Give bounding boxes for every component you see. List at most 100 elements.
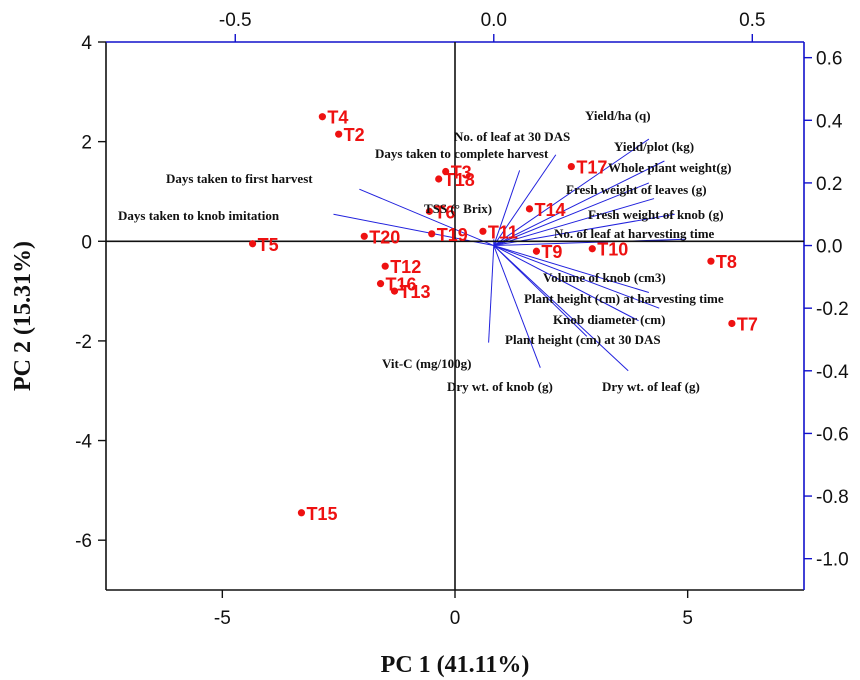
right-tick-label: -0.4 [816,362,849,383]
left-tick-label: -6 [75,531,92,552]
score-point [707,257,715,265]
score-point [728,319,736,328]
loading-vector [493,160,665,246]
loading-vector [493,245,650,293]
loading-vector [493,238,686,247]
loading-labels: Yield/ha (q) No. of leaf at 30 DAS Days ta… [118,108,732,394]
left-tick-label: 0 [81,232,92,253]
loading-label: Whole plant weight(g) [608,160,732,175]
loading-vectors [333,138,686,372]
x-axis-title: PC 1 (41.11%) [381,652,530,678]
score-point-label: T5 [258,235,279,255]
score-point [479,227,487,235]
score-point-label: T17 [576,158,607,178]
loading-label: Fresh weight of leaves (g) [566,182,707,197]
loading-label: Days taken to knob imitation [118,208,280,223]
loading-label: Knob diameter (cm) [553,312,665,327]
loading-label: Volume of knob (cm3) [543,270,666,285]
top-tick-label: -0.5 [219,10,252,31]
loading-label: No. of leaf at harvesting time [554,226,715,241]
score-point-label: T18 [444,170,475,190]
right-tick-label: -0.6 [816,424,849,445]
score-point [588,245,596,253]
loading-vector [493,245,541,368]
top-tick-label: 0.0 [481,10,507,31]
loading-vector [493,245,660,309]
loading-vector [493,198,655,247]
loading-label: TSS (° Brix) [424,201,492,216]
loading-vector [493,170,521,246]
score-point [318,113,326,121]
score-point-label: T12 [390,257,421,277]
score-point [428,230,436,238]
loading-vector [493,213,675,247]
score-point [435,175,443,183]
y-axis-title: PC 2 (15.31%) [10,241,36,391]
top-tick-label: 0.5 [739,10,765,31]
score-point-label: T8 [716,252,737,272]
score-point-label: T2 [344,125,365,145]
loading-label: Plant height (cm) at harvesting time [524,291,724,306]
right-tick-label: -0.2 [816,299,849,320]
right-tick-label: -0.8 [816,487,849,508]
left-tick-label: 4 [81,33,92,54]
loading-label: Dry wt. of knob (g) [447,379,553,394]
score-point-label: T14 [534,200,565,220]
score-point-label: T10 [597,240,628,260]
loading-label: Yield/plot (kg) [614,139,694,154]
score-point [297,509,306,517]
bottom-tick-label: 5 [682,608,693,629]
bottom-tick-label: 0 [450,608,461,629]
score-point [442,167,450,176]
right-tick-label: 0.2 [816,174,842,195]
right-tick-label: -1.0 [816,550,849,571]
loading-vector [333,213,494,247]
left-tick-label: -2 [75,332,92,353]
loading-vector [493,154,557,246]
score-point [360,232,368,240]
loading-label: Days taken to first harvest [166,171,313,186]
bottom-tick-label: -5 [214,608,231,629]
right-tick-label: 0.6 [816,49,842,70]
right-tick-label: 0.0 [816,237,842,258]
score-point [567,162,575,171]
axis-ticks: -5 0 5 -6 -4 -2 0 2 4 -0.5 0.0 0.5 -1.0 -0.8 -0.6 -0.4 -… [75,10,849,629]
score-point [532,247,541,255]
score-point-label: T20 [369,227,400,247]
score-point [376,280,385,288]
score-point-label: T6 [434,202,455,222]
score-point [381,262,389,270]
loading-label: Days taken to complete harvest [375,146,549,161]
loading-vector [493,138,650,246]
score-point [248,240,257,248]
score-point-label: T19 [437,225,468,245]
score-point [525,205,534,213]
loading-vector [493,245,639,322]
loading-vector [493,182,650,247]
score-point-label: T3 [451,163,472,183]
loading-label: No. of leaf at 30 DAS [454,129,570,144]
score-point-label: T15 [306,504,337,524]
right-tick-label: 0.4 [816,111,843,132]
plot-frame [105,41,805,591]
loading-vector [359,188,494,247]
score-point [335,130,343,138]
loading-label: Dry wt. of leaf (g) [602,379,700,394]
loading-vector [488,245,495,343]
score-point [390,287,399,295]
score-point [425,207,434,215]
loading-label: Yield/ha (q) [585,108,651,123]
loading-label: Fresh weight of knob (g) [588,207,724,222]
left-tick-label: 2 [81,133,92,154]
score-point-label: T4 [327,108,348,128]
loading-label: Vit-C (mg/100g) [382,356,471,371]
score-point-label: T9 [541,242,562,262]
score-point-label: T13 [400,282,431,302]
score-point-label: T7 [737,314,758,334]
score-point-label: T11 [488,222,518,242]
loading-vector [493,245,629,372]
loading-label: Plant height (cm) at 30 DAS [505,332,661,347]
left-tick-label: -4 [75,432,92,453]
